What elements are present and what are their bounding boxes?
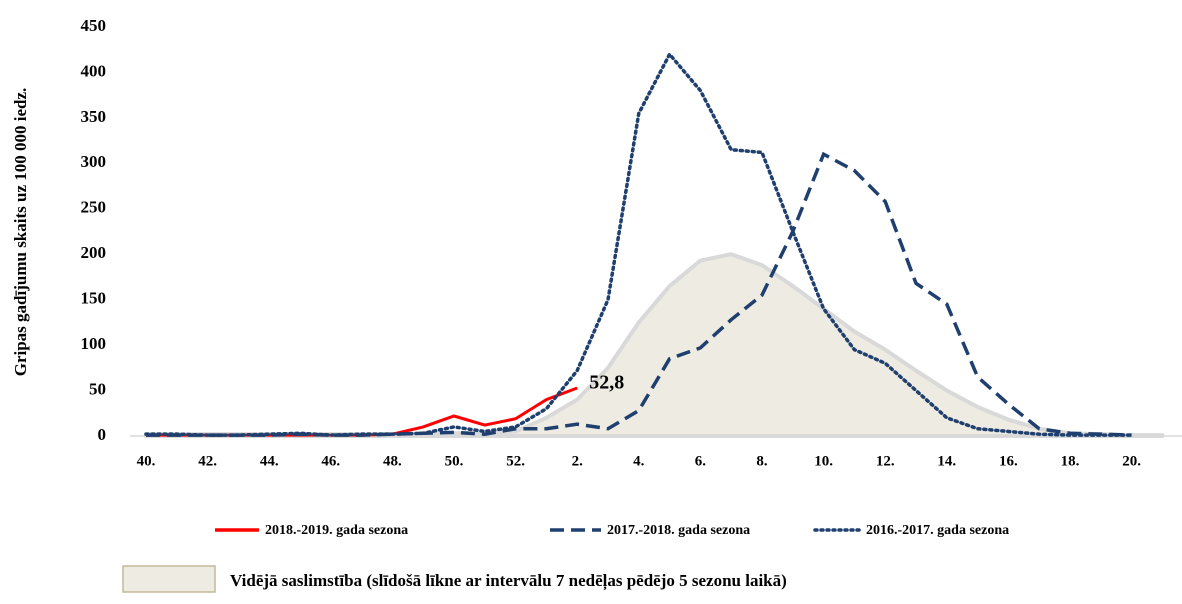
- line: [146, 151, 1132, 437]
- y-tick-label: 250: [81, 198, 107, 217]
- x-tick-label: 18.: [1061, 453, 1080, 469]
- y-tick-label: 450: [81, 16, 107, 35]
- y-axis-label: Gripas gadījumu skaits uz 100 000 iedz.: [11, 88, 30, 377]
- x-tick-label: 14.: [937, 453, 956, 469]
- area: [144, 252, 1165, 438]
- legend-label: 2017.-2018. gada sezona: [607, 523, 750, 538]
- y-tick-label: 300: [81, 152, 107, 171]
- x-tick-label: 6.: [695, 453, 707, 469]
- x-tick-label: 20.: [1122, 453, 1141, 469]
- x-tick-label: 12.: [876, 453, 895, 469]
- y-tick-label: 350: [81, 107, 107, 126]
- legend-label: 2016.-2017. gada sezona: [866, 523, 1009, 538]
- y-tick-label: 400: [81, 61, 107, 80]
- x-tick-label: 4.: [633, 453, 645, 469]
- y-tick-label: 50: [89, 379, 106, 398]
- x-tick-label: 42.: [198, 453, 217, 469]
- x-tick-label: 44.: [260, 453, 279, 469]
- legend-label: 2018.-2019. gada sezona: [265, 523, 408, 538]
- x-tick-label: 50.: [445, 453, 464, 469]
- x-tick-label: 8.: [756, 453, 768, 469]
- y-tick-label: 200: [81, 243, 107, 262]
- data-label: 52,8: [589, 372, 624, 394]
- x-tick-label: 16.: [999, 453, 1018, 469]
- legend-swatch: [122, 565, 216, 593]
- x-tick-label: 46.: [321, 453, 340, 469]
- x-tick-label: 48.: [383, 453, 402, 469]
- y-tick-label: 0: [98, 425, 107, 444]
- x-tick-label: 2.: [572, 453, 584, 469]
- x-tick-label: 52.: [506, 453, 525, 469]
- x-tick-label: 10.: [814, 453, 833, 469]
- x-tick-label: 40.: [137, 453, 156, 469]
- y-tick-label: 100: [81, 334, 107, 353]
- line: [144, 51, 1134, 437]
- legend-label: Vidējā saslimstība (slīdošā līkne ar int…: [230, 571, 787, 591]
- y-tick-label: 150: [81, 289, 107, 308]
